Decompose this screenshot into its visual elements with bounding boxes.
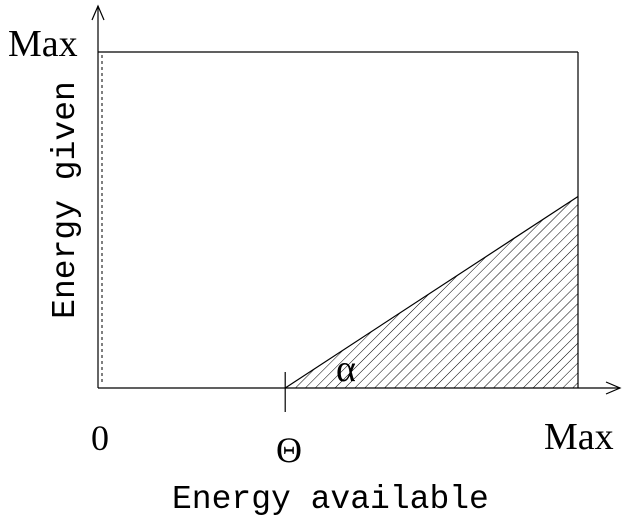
origin-label: 0 xyxy=(91,418,109,458)
y-axis-title: Energy given xyxy=(47,81,84,319)
output-line xyxy=(284,195,579,389)
threshold-label: Θ xyxy=(276,430,302,470)
x-axis-arrowhead xyxy=(605,381,622,395)
slope-label: α xyxy=(336,348,356,390)
y-axis-arrowhead xyxy=(91,4,105,21)
x-axis-max-label: Max xyxy=(544,416,614,458)
y-axis-max-label: Max xyxy=(8,23,78,65)
x-axis-title: Energy available xyxy=(172,481,489,516)
